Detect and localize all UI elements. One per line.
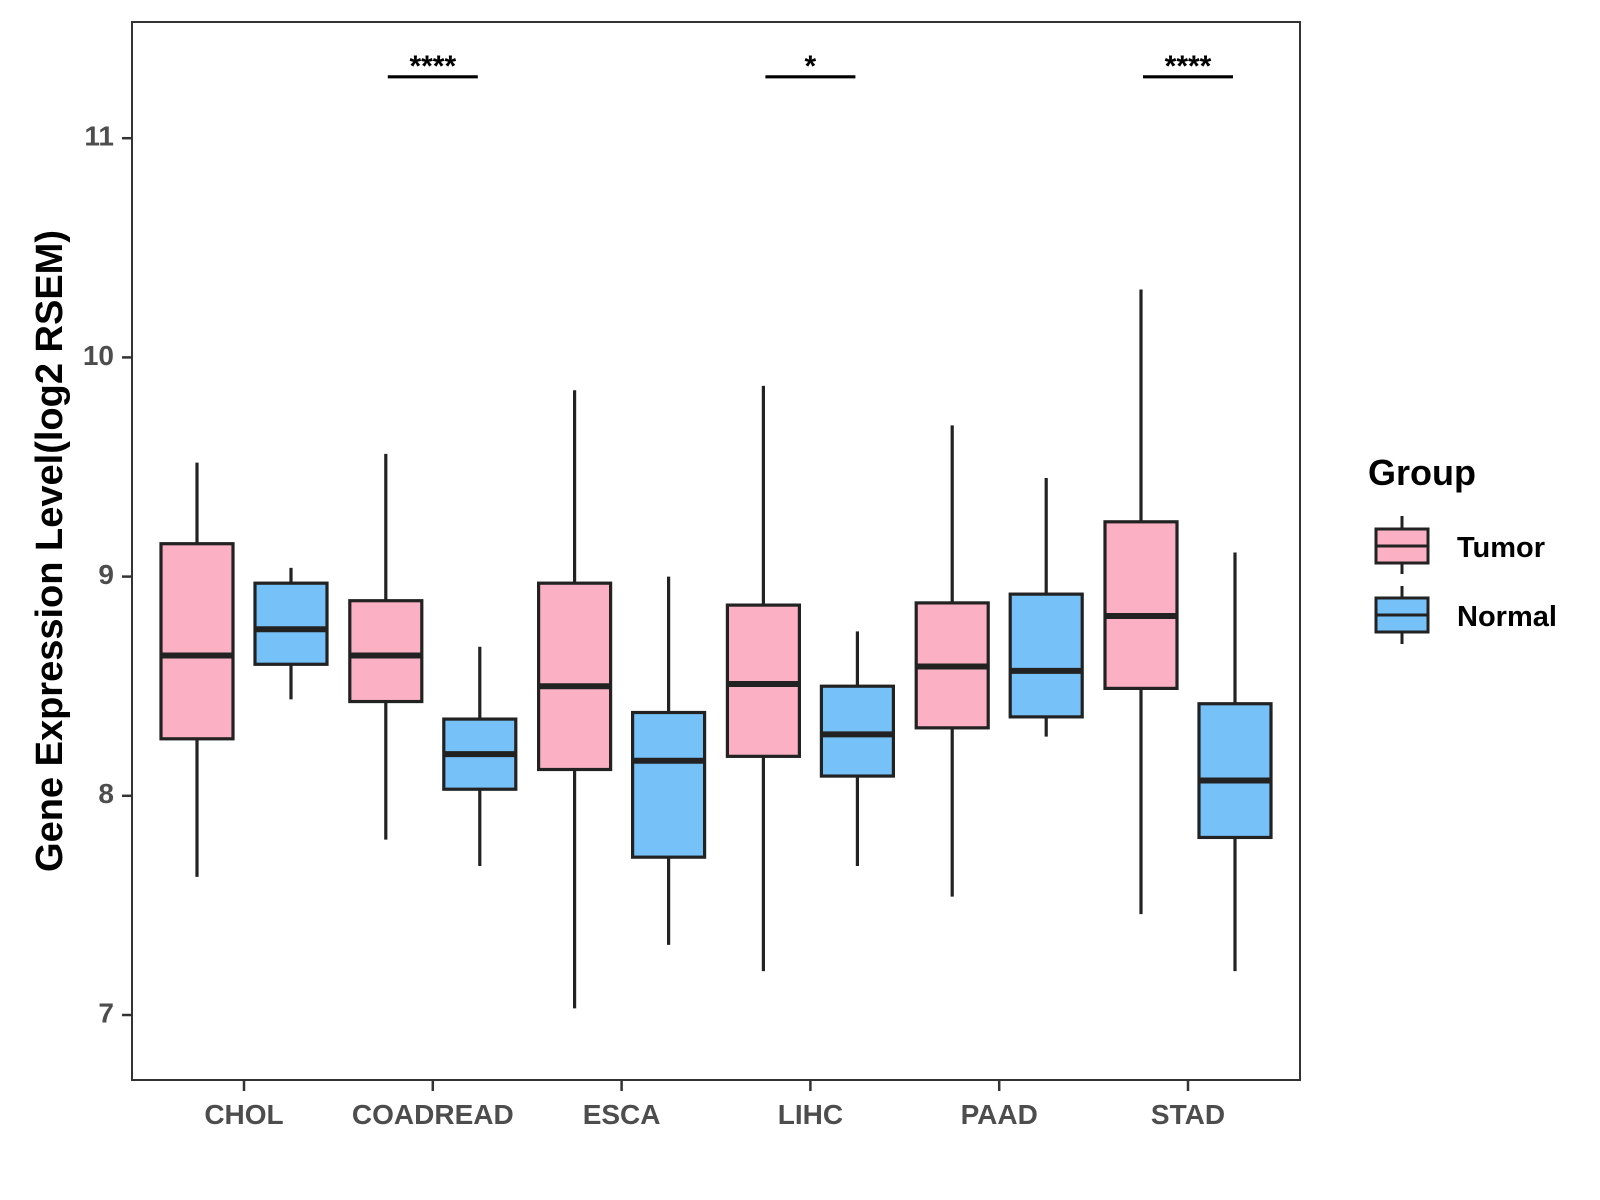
legend-label-tumor: Tumor — [1457, 532, 1545, 564]
box-tumor-chol — [159, 462, 235, 877]
significance-label: * — [805, 50, 817, 83]
box-tumor-coadread — [348, 453, 424, 840]
iqr-box — [1197, 702, 1273, 840]
x-axis: CHOL COADREAD ESCA LIHC PAAD STAD — [204, 1080, 1225, 1130]
iqr-box — [159, 542, 235, 741]
significance-label: **** — [1165, 50, 1212, 83]
legend-item-normal: Normal — [1374, 586, 1557, 644]
y-tick-label: 9 — [98, 559, 114, 590]
box-tumor-stad — [1103, 289, 1179, 915]
y-tick-label: 7 — [98, 997, 114, 1028]
box-normal-chol — [253, 567, 329, 700]
x-tick-label: COADREAD — [352, 1099, 514, 1130]
box-tumor-esca — [536, 390, 613, 1009]
iqr-box — [1008, 592, 1084, 719]
box-tumor-lihc — [725, 385, 802, 972]
box-normal-paad — [1008, 477, 1084, 737]
iqr-box — [348, 599, 424, 704]
iqr-box — [819, 684, 896, 778]
boxes — [159, 289, 1273, 1009]
legend: Group Tumor Normal — [1368, 452, 1557, 644]
box-normal-lihc — [819, 631, 896, 866]
box-normal-stad — [1197, 552, 1273, 972]
significance-annotations: **** * **** — [387, 50, 1233, 83]
legend-label-normal: Normal — [1457, 601, 1557, 633]
legend-title: Group — [1368, 452, 1476, 493]
y-tick-label: 11 — [84, 121, 114, 152]
x-tick-label: STAD — [1151, 1099, 1225, 1130]
box-tumor-paad — [914, 425, 990, 897]
iqr-box — [1103, 520, 1179, 690]
iqr-box — [536, 581, 613, 772]
box-normal-coadread — [442, 646, 518, 866]
y-tick-label: 8 — [98, 778, 114, 809]
y-axis-title: Gene Expression Level(log2 RSEM) — [29, 230, 71, 872]
iqr-box — [725, 603, 802, 758]
y-tick-label: 10 — [83, 340, 114, 371]
x-tick-label: LIHC — [778, 1099, 843, 1130]
iqr-box — [630, 710, 707, 859]
x-tick-label: PAAD — [961, 1099, 1038, 1130]
iqr-box — [253, 581, 329, 666]
x-tick-label: ESCA — [583, 1099, 661, 1130]
significance-label: **** — [409, 50, 456, 83]
y-axis: 7 8 9 10 11 — [83, 121, 132, 1028]
box-normal-esca — [630, 576, 707, 945]
x-tick-label: CHOL — [204, 1099, 283, 1130]
legend-item-tumor: Tumor — [1374, 516, 1545, 574]
